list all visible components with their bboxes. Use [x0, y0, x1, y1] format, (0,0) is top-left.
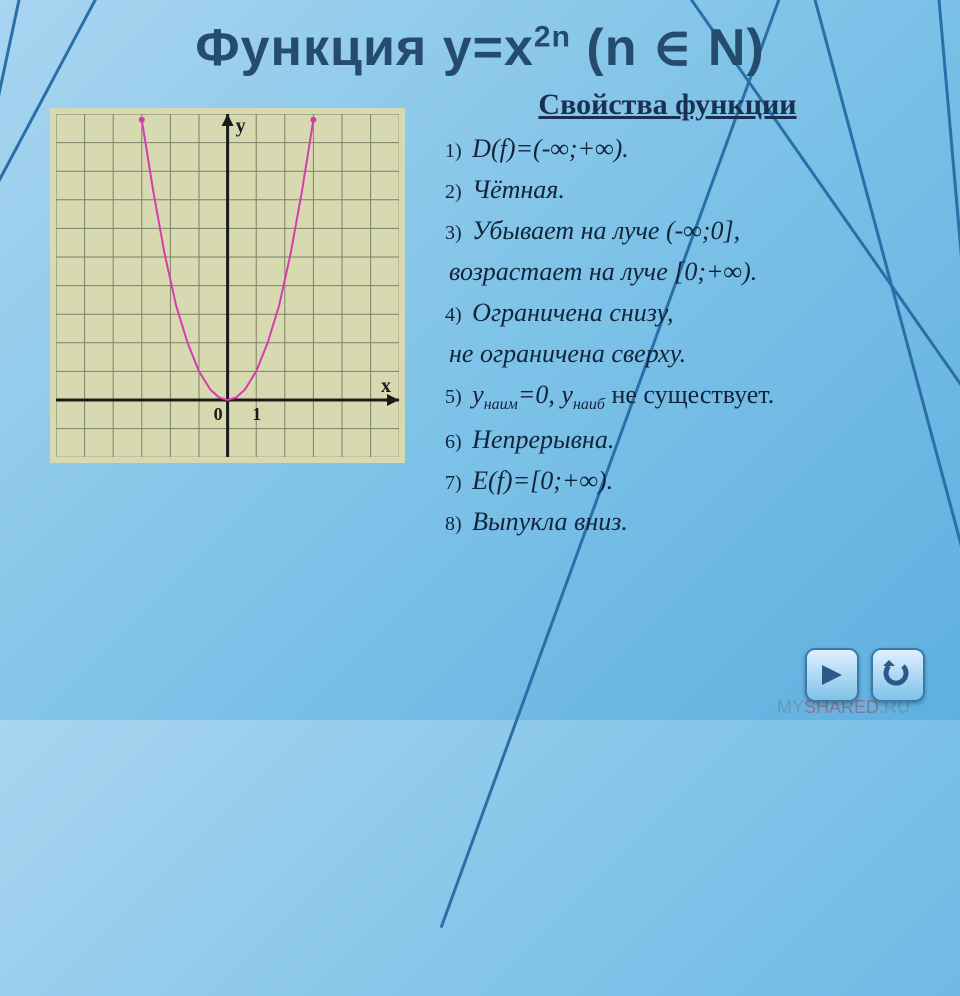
- function-chart: y x 0 1: [50, 108, 405, 463]
- back-button[interactable]: [871, 648, 925, 702]
- property-row: 8) Выпукла вниз.: [435, 507, 900, 537]
- title-suffix: (n: [571, 19, 638, 77]
- property-row: 6) Непрерывна.: [435, 425, 900, 455]
- property-row: возрастает на луче [0;+∞).: [435, 257, 900, 287]
- u-turn-icon: [881, 660, 915, 690]
- svg-text:x: x: [381, 375, 391, 397]
- property-row: 1) D(f)=(-∞;+∞).: [435, 134, 900, 164]
- property-row: 5) yнаим=0, yнаиб не существует.: [435, 380, 900, 414]
- property-row: 7) E(f)=[0;+∞).: [435, 466, 900, 496]
- element-of-symbol: ∈: [653, 20, 693, 77]
- property-row: не ограничена сверху.: [435, 339, 900, 369]
- slide-title: Функция y=x2n (n ∈ N): [0, 0, 960, 78]
- title-exponent: 2n: [534, 21, 571, 54]
- next-button[interactable]: [805, 648, 859, 702]
- svg-text:1: 1: [252, 404, 261, 424]
- title-prefix: Функция y=x: [195, 19, 534, 77]
- property-row: 4) Ограничена снизу,: [435, 298, 900, 328]
- property-row: 2) Чётная.: [435, 175, 900, 205]
- svg-text:0: 0: [214, 404, 223, 424]
- svg-text:y: y: [236, 115, 246, 137]
- arrow-right-icon: [817, 660, 847, 690]
- title-suffix2: N): [692, 19, 764, 77]
- properties-panel: Свойства функции 1) D(f)=(-∞;+∞). 2) Чётн…: [435, 88, 900, 548]
- properties-heading: Свойства функции: [435, 88, 900, 122]
- property-row: 3) Убывает на луче (-∞;0],: [435, 216, 900, 246]
